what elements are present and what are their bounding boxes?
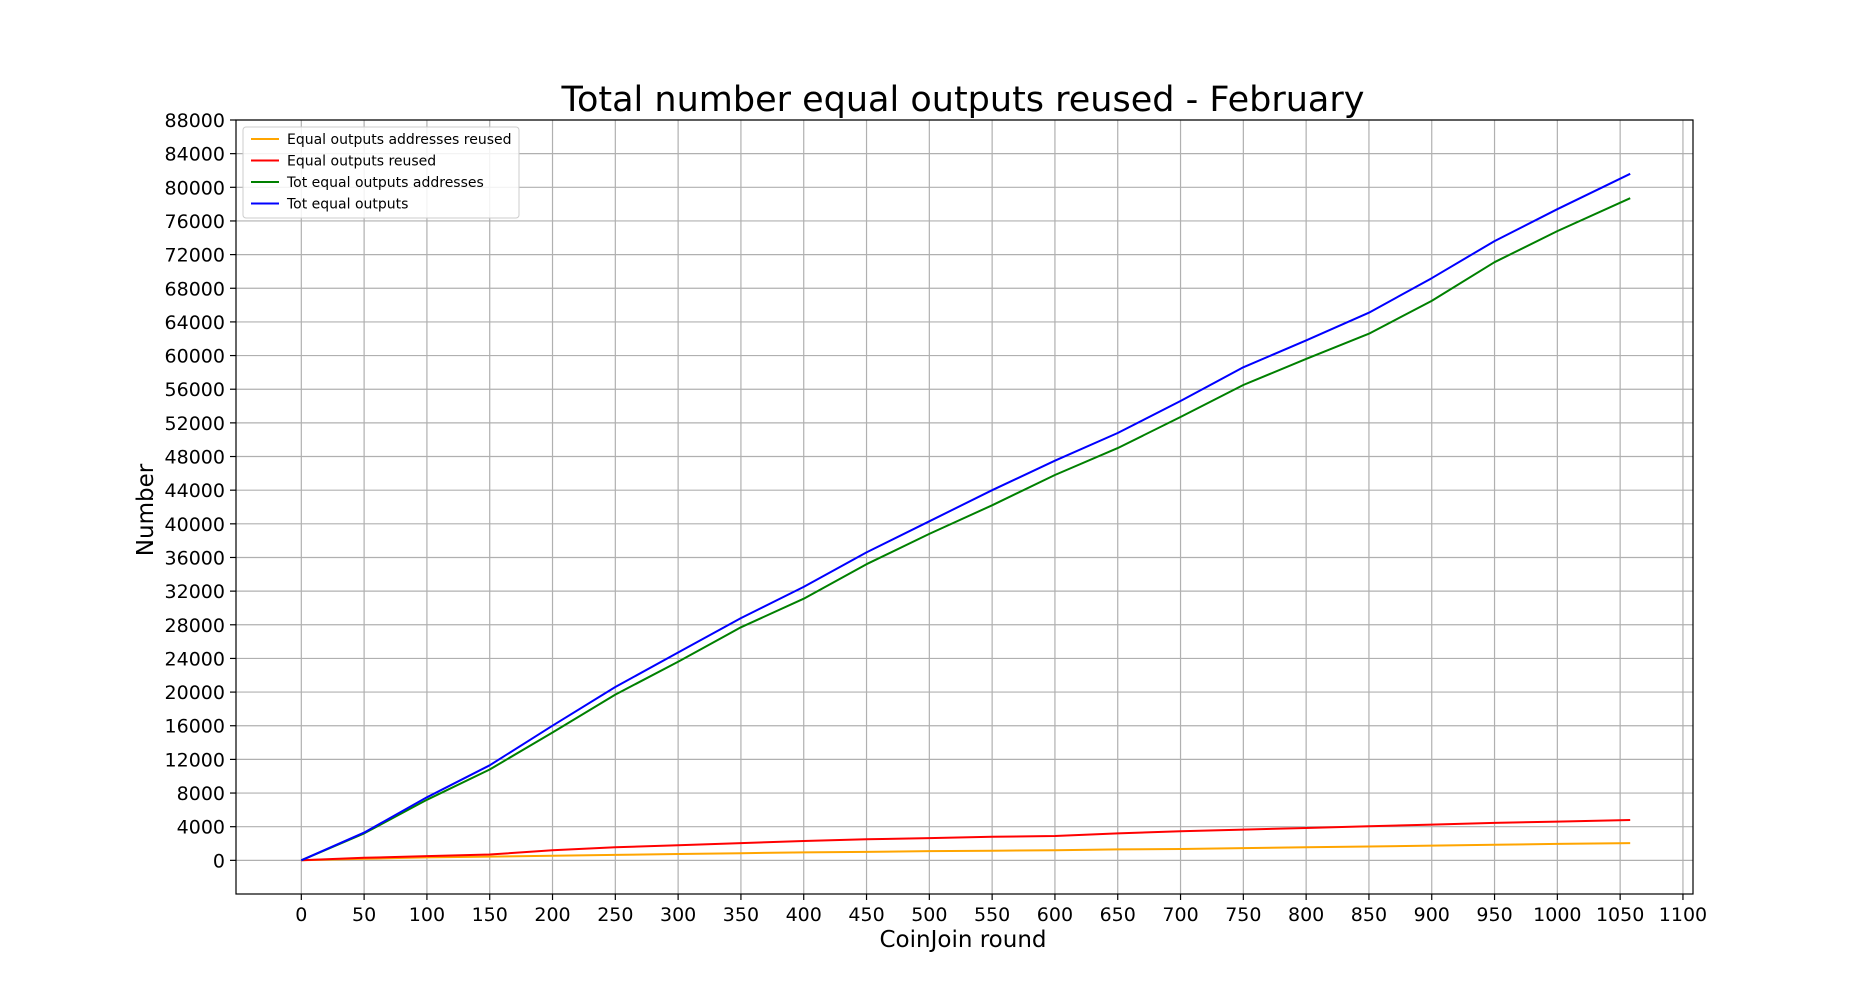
legend-label: Equal outputs reused bbox=[287, 154, 436, 170]
x-tick-label: 800 bbox=[1288, 904, 1324, 926]
x-tick-label: 650 bbox=[1100, 904, 1136, 926]
y-tick-label: 44000 bbox=[165, 480, 225, 502]
y-tick-label: 68000 bbox=[165, 278, 225, 300]
series-lines bbox=[300, 172, 1631, 862]
series-line-4 bbox=[300, 172, 1631, 862]
y-tick-label: 88000 bbox=[165, 110, 225, 132]
legend-label: Tot equal outputs addresses bbox=[286, 175, 484, 191]
legend-label: Tot equal outputs bbox=[286, 197, 408, 213]
x-tick-label: 550 bbox=[974, 904, 1010, 926]
series-line-3 bbox=[300, 197, 1631, 862]
x-tick-label: 500 bbox=[911, 904, 947, 926]
x-tick-label: 700 bbox=[1162, 904, 1198, 926]
y-tick-label: 60000 bbox=[165, 346, 225, 368]
y-tick-label: 76000 bbox=[165, 211, 225, 233]
grid bbox=[236, 119, 1693, 894]
x-tick-label: 300 bbox=[660, 904, 696, 926]
x-axis-label: CoinJoin round bbox=[879, 927, 1046, 953]
x-tick-label: 1100 bbox=[1659, 904, 1707, 926]
y-tick-label: 52000 bbox=[165, 413, 225, 435]
legend: Equal outputs addresses reused Equal outp… bbox=[242, 126, 520, 219]
x-tick-label: 450 bbox=[848, 904, 884, 926]
x-tick-label: 150 bbox=[472, 904, 508, 926]
y-tick-label: 24000 bbox=[165, 648, 225, 670]
y-tick-label: 40000 bbox=[165, 514, 225, 536]
plot-area-frame bbox=[235, 119, 1694, 895]
y-tick-label: 36000 bbox=[165, 547, 225, 569]
x-tick-label: 1050 bbox=[1596, 904, 1644, 926]
y-axis-ticks: 0 4000 8000 12000 16000 20000 24000 28000 32000 3… bbox=[165, 110, 236, 872]
x-tick-label: 200 bbox=[534, 904, 570, 926]
y-tick-label: 84000 bbox=[165, 144, 225, 166]
x-tick-label: 950 bbox=[1476, 904, 1512, 926]
x-tick-label: 850 bbox=[1351, 904, 1387, 926]
y-tick-label: 64000 bbox=[165, 312, 225, 334]
y-tick-label: 56000 bbox=[165, 379, 225, 401]
x-tick-label: 900 bbox=[1414, 904, 1450, 926]
series-line-1 bbox=[301, 842, 1631, 862]
y-tick-label: 8000 bbox=[177, 783, 225, 805]
x-tick-label: 50 bbox=[352, 904, 376, 926]
chart-title: Total number equal outputs reused - Febr… bbox=[561, 80, 1365, 120]
x-tick-label: 0 bbox=[295, 904, 307, 926]
x-tick-label: 750 bbox=[1225, 904, 1261, 926]
x-tick-label: 250 bbox=[597, 904, 633, 926]
y-tick-label: 12000 bbox=[165, 749, 225, 771]
y-axis-label: Number bbox=[133, 463, 159, 556]
y-tick-label: 72000 bbox=[165, 245, 225, 267]
x-axis-ticks: 0 50 100 150 200 250 300 350 400 450 500 550 600 650 7… bbox=[295, 894, 1707, 926]
y-tick-label: 48000 bbox=[165, 447, 225, 469]
y-tick-label: 4000 bbox=[177, 817, 225, 839]
x-tick-label: 1000 bbox=[1533, 904, 1581, 926]
series-line-2 bbox=[301, 819, 1631, 862]
y-tick-label: 16000 bbox=[165, 716, 225, 738]
legend-box bbox=[242, 126, 520, 219]
x-tick-label: 100 bbox=[409, 904, 445, 926]
y-tick-label: 20000 bbox=[165, 682, 225, 704]
y-tick-label: 32000 bbox=[165, 581, 225, 603]
legend-label: Equal outputs addresses reused bbox=[287, 132, 512, 148]
x-tick-label: 600 bbox=[1037, 904, 1073, 926]
y-tick-label: 80000 bbox=[165, 177, 225, 199]
y-tick-label: 28000 bbox=[165, 615, 225, 637]
x-tick-label: 350 bbox=[723, 904, 759, 926]
x-tick-label: 400 bbox=[786, 904, 822, 926]
y-tick-label: 0 bbox=[213, 850, 225, 872]
